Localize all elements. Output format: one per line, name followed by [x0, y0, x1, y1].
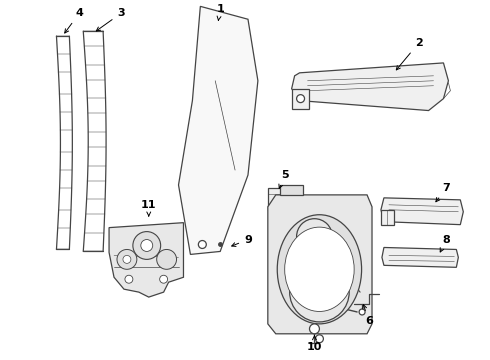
Circle shape — [316, 335, 323, 343]
Circle shape — [359, 309, 365, 315]
Circle shape — [303, 276, 335, 308]
Polygon shape — [109, 223, 183, 297]
Polygon shape — [268, 188, 288, 210]
Circle shape — [133, 231, 161, 260]
Ellipse shape — [285, 227, 354, 311]
Circle shape — [296, 95, 305, 103]
Circle shape — [157, 249, 176, 269]
Circle shape — [123, 255, 131, 264]
Polygon shape — [178, 6, 258, 255]
Ellipse shape — [277, 215, 362, 324]
Circle shape — [117, 249, 137, 269]
Text: 8: 8 — [440, 234, 450, 252]
Text: 6: 6 — [363, 305, 373, 326]
Circle shape — [307, 229, 322, 244]
Circle shape — [160, 275, 168, 283]
Polygon shape — [382, 247, 458, 267]
Circle shape — [310, 324, 319, 334]
Circle shape — [290, 262, 349, 322]
Text: 10: 10 — [307, 336, 322, 352]
Polygon shape — [292, 89, 310, 109]
Polygon shape — [292, 63, 448, 111]
Text: 3: 3 — [97, 8, 125, 31]
Circle shape — [141, 239, 153, 251]
Text: 4: 4 — [65, 8, 83, 33]
Circle shape — [198, 240, 206, 248]
Polygon shape — [280, 185, 302, 195]
Polygon shape — [381, 198, 464, 225]
Polygon shape — [268, 195, 372, 334]
Circle shape — [314, 286, 325, 298]
Circle shape — [125, 275, 133, 283]
Text: 5: 5 — [279, 170, 289, 188]
Circle shape — [296, 219, 332, 255]
Text: 2: 2 — [396, 38, 422, 70]
Text: 11: 11 — [141, 200, 156, 216]
Text: 1: 1 — [216, 4, 224, 20]
Text: 9: 9 — [232, 234, 252, 246]
Text: 7: 7 — [436, 183, 450, 202]
Polygon shape — [381, 210, 394, 225]
